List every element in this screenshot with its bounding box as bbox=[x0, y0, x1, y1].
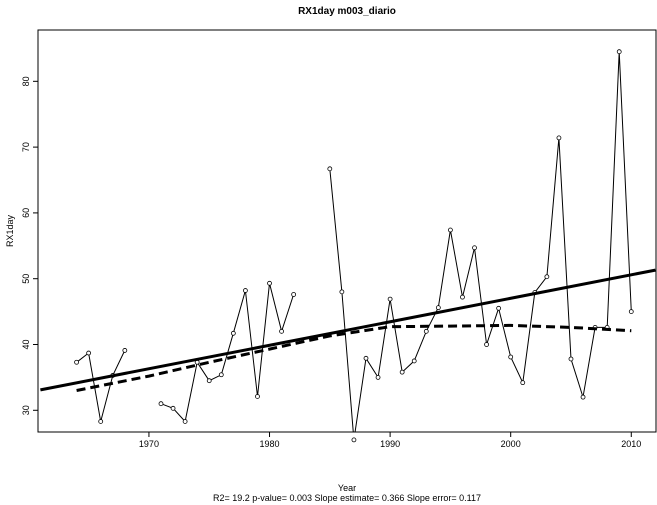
data-point bbox=[496, 305, 502, 311]
x-tick-label: 2010 bbox=[621, 439, 641, 449]
data-point bbox=[351, 437, 357, 443]
y-tick-label: 40 bbox=[21, 339, 31, 349]
y-tick-label: 70 bbox=[21, 142, 31, 152]
data-point bbox=[74, 359, 79, 365]
data-point bbox=[580, 394, 586, 400]
data-point bbox=[616, 49, 622, 55]
x-tick-label: 2000 bbox=[501, 439, 521, 449]
data-point bbox=[218, 372, 224, 378]
data-point bbox=[448, 227, 453, 233]
data-point bbox=[243, 288, 248, 293]
data-point bbox=[520, 380, 526, 386]
data-point bbox=[363, 355, 369, 361]
data-point bbox=[423, 328, 429, 334]
data-point bbox=[339, 289, 345, 295]
plot-frame bbox=[37, 29, 657, 433]
y-tick-label: 80 bbox=[21, 76, 31, 86]
x-axis-label: Year bbox=[338, 483, 356, 493]
series-line bbox=[76, 323, 632, 392]
series-line bbox=[76, 51, 632, 432]
data-point bbox=[435, 305, 441, 311]
data-point bbox=[556, 135, 562, 141]
y-tick-label: 30 bbox=[21, 405, 31, 415]
data-point bbox=[484, 342, 489, 347]
chart-title: RX1day m003_diario bbox=[298, 6, 396, 17]
data-point bbox=[170, 405, 176, 411]
data-point bbox=[98, 419, 104, 424]
x-tick-label: 1970 bbox=[139, 439, 159, 449]
data-point bbox=[122, 348, 128, 353]
y-tick-label: 60 bbox=[21, 208, 31, 218]
data-point bbox=[327, 166, 333, 172]
data-point bbox=[279, 328, 284, 334]
series-line bbox=[40, 268, 656, 392]
data-point bbox=[206, 378, 212, 384]
data-point bbox=[255, 394, 260, 399]
data-point bbox=[182, 419, 188, 424]
data-point bbox=[411, 358, 417, 364]
data-point bbox=[230, 330, 236, 336]
data-point bbox=[86, 350, 92, 356]
data-point bbox=[628, 309, 634, 314]
data-point bbox=[267, 280, 272, 286]
y-tick-label: 50 bbox=[21, 274, 31, 284]
x-tick-label: 1990 bbox=[380, 439, 400, 449]
data-point bbox=[399, 369, 405, 375]
data-point bbox=[568, 356, 574, 362]
data-point bbox=[375, 374, 381, 380]
data-point bbox=[387, 296, 393, 302]
data-point bbox=[544, 274, 550, 280]
data-point bbox=[291, 292, 297, 297]
data-point bbox=[472, 245, 477, 251]
subtitle: R2= 19.2 p-value= 0.003 Slope estimate= … bbox=[213, 493, 481, 503]
y-axis-label: RX1day bbox=[5, 214, 15, 247]
data-point bbox=[158, 401, 164, 407]
data-point bbox=[508, 354, 514, 360]
x-tick-label: 1980 bbox=[260, 439, 280, 449]
data-point bbox=[460, 294, 465, 300]
